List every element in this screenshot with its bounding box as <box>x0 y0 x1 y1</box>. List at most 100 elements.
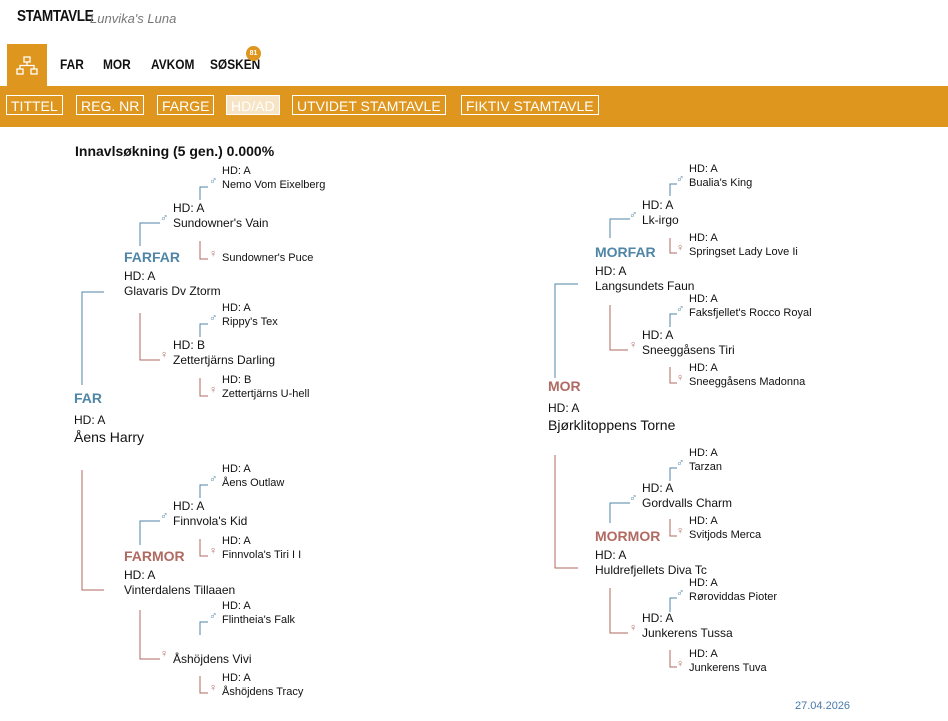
dog-name[interactable]: Åshöjdens Tracy <box>222 686 304 698</box>
hd-score: HD: A <box>689 577 718 589</box>
connector <box>669 238 677 254</box>
sex-symbol: ♂ <box>160 212 169 224</box>
hd-score: HD: A <box>173 499 205 513</box>
connector <box>81 470 104 591</box>
hd-score: HD: A <box>689 515 718 527</box>
sex-symbol: ♂ <box>209 312 218 324</box>
connector <box>139 313 160 361</box>
dog-name[interactable]: Glavaris Dv Ztorm <box>124 284 221 298</box>
dog-name[interactable]: Åens Outlaw <box>222 477 285 489</box>
sex-symbol: ♂ <box>160 510 169 522</box>
connector <box>669 650 677 668</box>
connector <box>199 186 208 200</box>
role-label: MORFAR <box>595 244 656 260</box>
connector <box>669 367 677 384</box>
hd-score: HD: A <box>689 163 718 175</box>
dog-name[interactable]: Langsundets Faun <box>595 279 695 293</box>
dog-name[interactable]: Lk-irgo <box>642 213 679 227</box>
connector <box>199 676 208 694</box>
dog-name[interactable]: Sneeggåsens Madonna <box>689 376 806 388</box>
connector <box>81 291 104 385</box>
pedigree-tab[interactable] <box>7 44 47 86</box>
subtab[interactable]: TITTEL <box>6 95 63 115</box>
dog-name[interactable]: Huldrefjellets Diva Tc <box>595 563 707 577</box>
sex-symbol: ♂ <box>676 457 685 469</box>
dog-name[interactable]: Zettertjärns Darling <box>173 353 276 367</box>
connector <box>199 378 208 397</box>
dog-title: Lunvika's Luna <box>90 11 177 26</box>
sex-symbol: ♀ <box>676 372 685 384</box>
connector <box>609 305 628 351</box>
tab[interactable]: AVKOM <box>151 56 195 72</box>
dog-name[interactable]: Gordvalls Charm <box>642 496 733 510</box>
dog-name[interactable]: Finnvola's Tiri I I <box>222 549 302 561</box>
tab[interactable]: MOR <box>103 56 131 72</box>
dog-name[interactable]: Faksfjellet's Rocco Royal <box>689 307 812 319</box>
count-badge: 81 <box>246 46 261 61</box>
dog-name[interactable]: Flintheia's Falk <box>222 614 296 626</box>
sex-symbol: ♂ <box>676 587 685 599</box>
dog-name[interactable]: Finnvola's Kid <box>173 514 248 528</box>
dog-name[interactable]: Bualia's King <box>689 177 753 189</box>
subtab[interactable]: UTVIDET STAMTAVLE <box>292 95 446 115</box>
page-title: STAMTAVLE <box>17 8 94 25</box>
subtab[interactable]: REG. NR <box>76 95 145 115</box>
connector <box>199 539 208 557</box>
sex-symbol: ♂ <box>676 173 685 185</box>
dog-name[interactable]: Springset Lady Love Ii <box>689 246 798 258</box>
hd-score: HD: A <box>222 672 251 684</box>
dog-name[interactable]: Junkerens Tussa <box>642 626 733 640</box>
sex-symbol: ♂ <box>209 175 218 187</box>
date: 27.04.2026 <box>795 700 851 712</box>
dog-name[interactable]: Tarzan <box>689 461 723 473</box>
dog-name[interactable]: Svitjods Merca <box>689 529 762 541</box>
role-label: FARMOR <box>124 548 185 564</box>
sex-symbol: ♀ <box>629 622 638 634</box>
hd-score: HD: A <box>642 328 674 342</box>
hd-score: HD: A <box>689 648 718 660</box>
hd-score: HD: A <box>124 568 156 582</box>
dog-name[interactable]: Sneeggåsens Tiri <box>642 343 735 357</box>
connector <box>669 467 677 481</box>
hd-score: HD: A <box>642 198 674 212</box>
dog-name[interactable]: Rippy's Tex <box>222 316 278 328</box>
hd-score: HD: A <box>74 413 106 427</box>
dog-name[interactable]: Zettertjärns U-hell <box>222 388 310 400</box>
connector <box>669 183 677 196</box>
connector <box>609 588 628 634</box>
sex-symbol: ♀ <box>629 339 638 351</box>
sex-symbol: ♀ <box>209 384 218 396</box>
connector <box>139 520 160 545</box>
hd-score: HD: A <box>642 611 674 625</box>
dog-name[interactable]: Åens Harry <box>74 429 145 445</box>
dog-name[interactable]: Åshöjdens Vivi <box>173 652 252 666</box>
dog-name[interactable]: Røroviddas Pioter <box>689 591 778 603</box>
subtab[interactable]: FIKTIV STAMTAVLE <box>461 95 599 115</box>
dog-name[interactable]: Nemo Vom Eixelberg <box>222 179 326 191</box>
sex-symbol: ♀ <box>209 248 218 260</box>
dog-name[interactable]: Vinterdalens Tillaaen <box>124 583 236 597</box>
subtab[interactable]: FARGE <box>157 95 215 115</box>
sex-symbol: ♀ <box>676 242 685 254</box>
tab[interactable]: FAR <box>60 56 84 72</box>
dog-name[interactable]: Bjørklitoppens Torne <box>548 417 676 433</box>
hd-score: HD: A <box>222 535 251 547</box>
hd-score: HD: A <box>689 362 718 374</box>
connector <box>609 502 630 523</box>
dog-name[interactable]: Sundowner's Vain <box>173 216 269 230</box>
sex-symbol: ♂ <box>676 303 685 315</box>
dog-name[interactable]: Sundowner's Puce <box>222 252 314 264</box>
dog-name[interactable]: Junkerens Tuva <box>689 662 767 674</box>
hd-score: HD: A <box>173 201 205 215</box>
connector <box>199 621 208 635</box>
tab[interactable]: SØSKEN <box>210 56 261 72</box>
connector <box>199 323 208 337</box>
tab-bar: FAR MOR AVKOM SØSKEN 81 <box>0 36 948 86</box>
subtab[interactable]: HD/AD <box>226 95 280 115</box>
inbreeding: Innavlsøkning (5 gen.) 0.000% <box>75 143 275 159</box>
hd-score: HD: B <box>222 374 252 386</box>
connector <box>669 597 677 612</box>
